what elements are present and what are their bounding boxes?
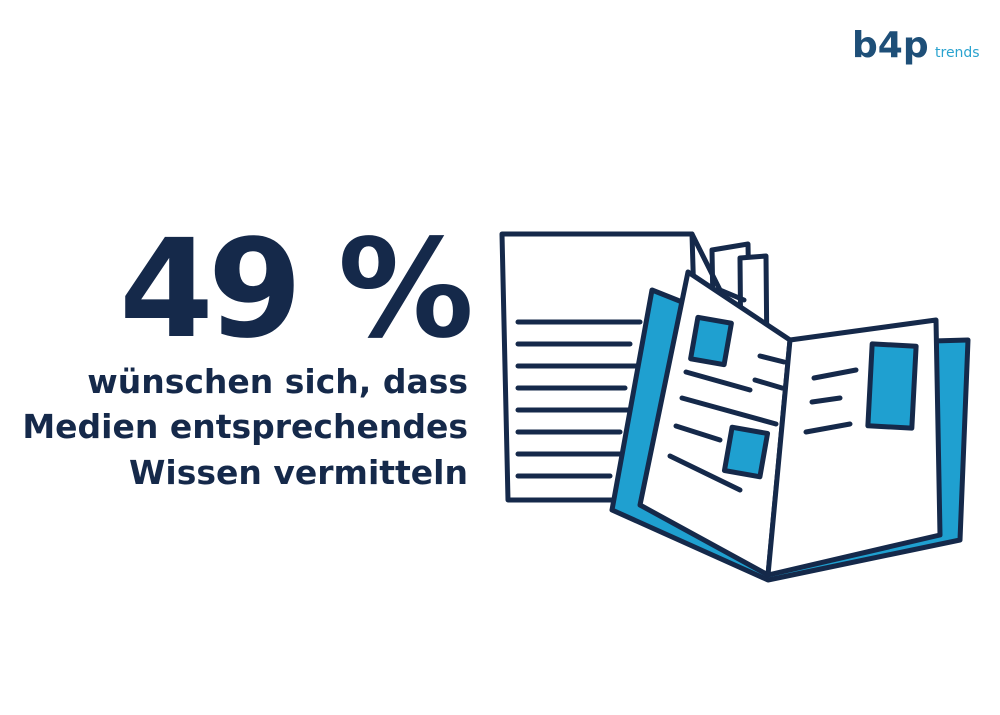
stat-line: Medien entsprechendes — [22, 407, 468, 446]
illustration — [499, 231, 971, 583]
logo-brand: b4p — [852, 25, 929, 66]
newspaper-fold — [689, 231, 747, 303]
newspaper-lines — [515, 319, 643, 479]
stat-line: Wissen vermitteln — [129, 453, 468, 492]
stat-value: 49 % — [119, 211, 470, 369]
magazine-lines — [667, 353, 859, 493]
stat-line: wünschen sich, dass — [87, 362, 468, 401]
image-block — [721, 424, 771, 480]
image-block — [688, 314, 734, 368]
logo-tagline: trends — [935, 45, 980, 61]
image-block — [865, 341, 919, 431]
